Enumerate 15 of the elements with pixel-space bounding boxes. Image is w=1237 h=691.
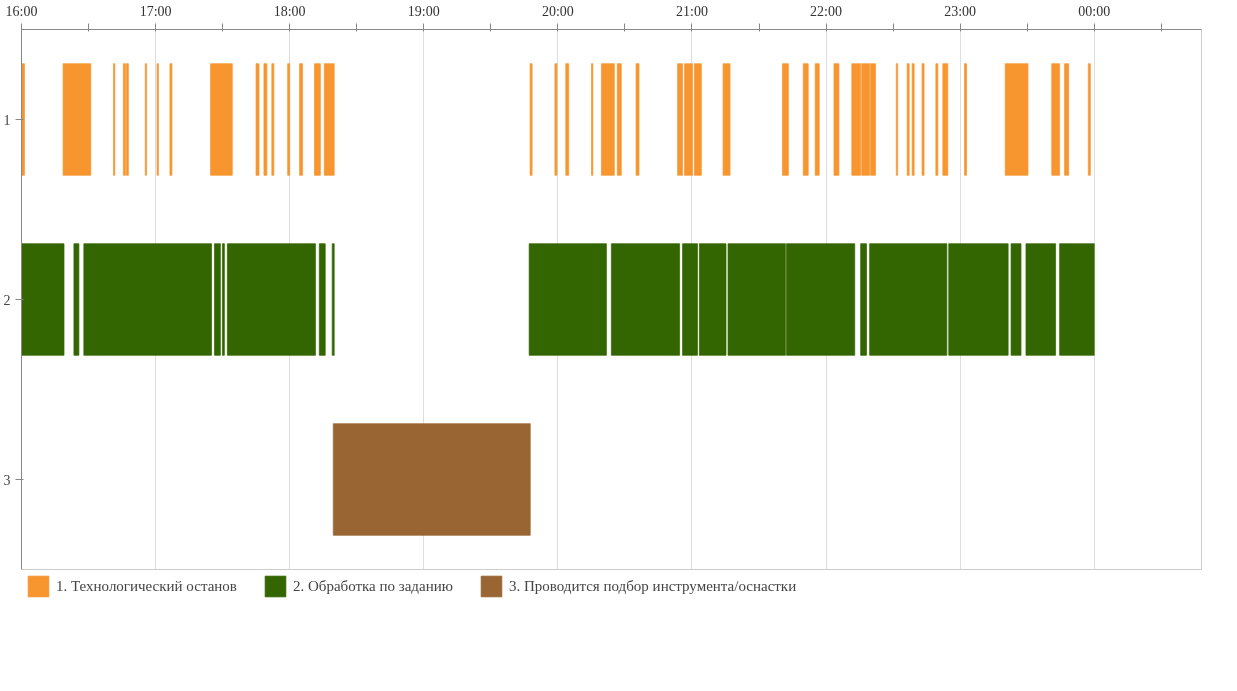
x-tick-label: 17:00 (139, 3, 172, 19)
x-tick-label: 21:00 (676, 3, 708, 19)
x-tick-label: 19:00 (407, 3, 440, 19)
x-tick-label: 20:00 (541, 3, 574, 19)
legend-label: 2. Обработка по заданию (292, 577, 453, 595)
x-tick-label: 00:00 (1078, 3, 1111, 19)
y-tick-label: 2 (3, 292, 11, 308)
x-tick-label: 18:00 (273, 3, 306, 19)
y-tick-label: 1 (3, 112, 11, 128)
y-tick-label: 3 (3, 472, 11, 488)
x-tick-label: 16:00 (5, 3, 38, 19)
x-tick-label: 23:00 (944, 3, 977, 19)
x-tick-label: 22:00 (810, 3, 842, 19)
legend-label: 1. Технологический останов (56, 577, 237, 595)
legend-label: 3. Проводится подбор инструмента/оснастки (508, 577, 797, 595)
